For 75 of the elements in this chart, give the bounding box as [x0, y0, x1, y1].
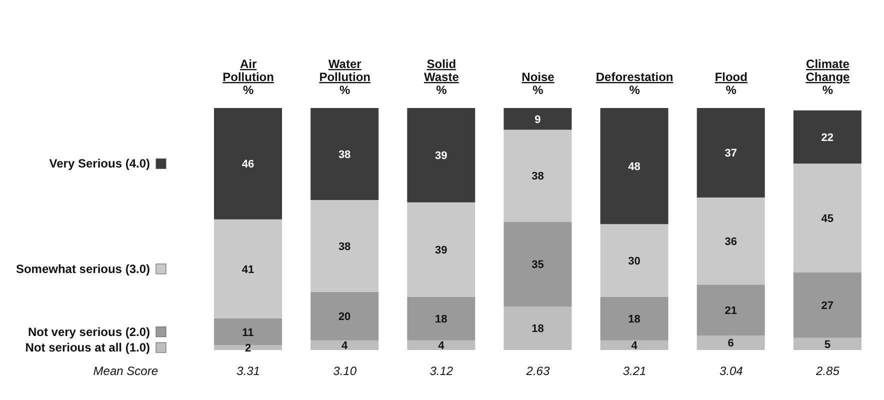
data-label: 36 [724, 236, 737, 248]
bar [696, 108, 765, 198]
bar [793, 164, 862, 273]
data-label: 6 [728, 338, 734, 350]
data-label: 20 [338, 311, 351, 324]
bar [310, 108, 379, 200]
data-label: 18 [435, 313, 448, 326]
data-label: 41 [242, 264, 254, 276]
bar [600, 340, 668, 350]
data-label: 39 [435, 244, 448, 256]
data-label: 27 [821, 300, 834, 312]
data-label: 35 [532, 258, 544, 271]
x-tick-label: Noise % [522, 70, 555, 97]
data-label: 39 [435, 150, 448, 162]
data-label: 48 [628, 160, 640, 173]
bar [310, 200, 379, 292]
text: 2.85 [815, 364, 840, 378]
bar [793, 272, 862, 338]
bar [696, 335, 765, 350]
bar [504, 108, 572, 130]
text: 3.04 [718, 364, 744, 378]
text: 3.31 [236, 364, 261, 378]
bar [696, 198, 765, 285]
bar [793, 338, 862, 350]
x-tick-label: Deforestation % [596, 70, 674, 97]
bar [214, 108, 282, 220]
text: Mean Score [92, 364, 158, 378]
x-tick-label: Air Pollution % [222, 57, 274, 97]
bar [214, 219, 282, 319]
x-tick-label: Flood % [714, 70, 748, 97]
data-label: 11 [242, 326, 254, 339]
data-label: 4 [631, 340, 638, 352]
bar [600, 224, 668, 297]
bar [407, 202, 476, 297]
bar [600, 296, 668, 340]
data-label: 38 [532, 170, 544, 183]
bar [407, 340, 476, 350]
data-label: 38 [338, 148, 351, 161]
bar [310, 292, 379, 340]
data-label: 18 [628, 313, 640, 326]
data-label: 30 [628, 255, 640, 268]
text: 3.10 [332, 364, 358, 378]
data-label: 21 [724, 304, 737, 317]
bar [504, 130, 572, 222]
data-label: 4 [438, 340, 446, 352]
bar [600, 108, 668, 224]
data-label: 2 [244, 342, 252, 354]
x-tick-label: Climate Change % [806, 57, 850, 97]
data-label: 45 [821, 213, 834, 226]
x-tick-label: Water Pollution % [319, 57, 371, 97]
bar [310, 340, 379, 350]
bar [407, 296, 476, 340]
legend-label: Very Serious (4.0) [49, 156, 150, 171]
bar [214, 318, 282, 346]
data-label: 37 [724, 148, 737, 160]
data-label: 18 [532, 323, 544, 336]
bar [214, 345, 282, 350]
data-label: 46 [242, 158, 254, 171]
bar [504, 222, 572, 306]
data-label: 5 [824, 338, 830, 351]
bar [407, 108, 476, 202]
data-label: 9 [534, 114, 541, 126]
legend-label: Not very serious (2.0) [28, 324, 150, 339]
x-tick-label: Solid Waste % [424, 57, 460, 97]
text: 2.63 [525, 364, 551, 378]
bar [696, 284, 765, 336]
data-label: 22 [821, 132, 834, 144]
data-label: 38 [338, 240, 351, 253]
text: 3.12 [428, 364, 454, 378]
legend-label: Not serious at all (1.0) [25, 340, 150, 355]
bar [504, 306, 572, 350]
text: 3.21 [622, 364, 648, 378]
bar [793, 110, 862, 164]
legend-label: Somewhat serious (3.0) [16, 262, 150, 276]
data-label: 4 [342, 340, 349, 352]
